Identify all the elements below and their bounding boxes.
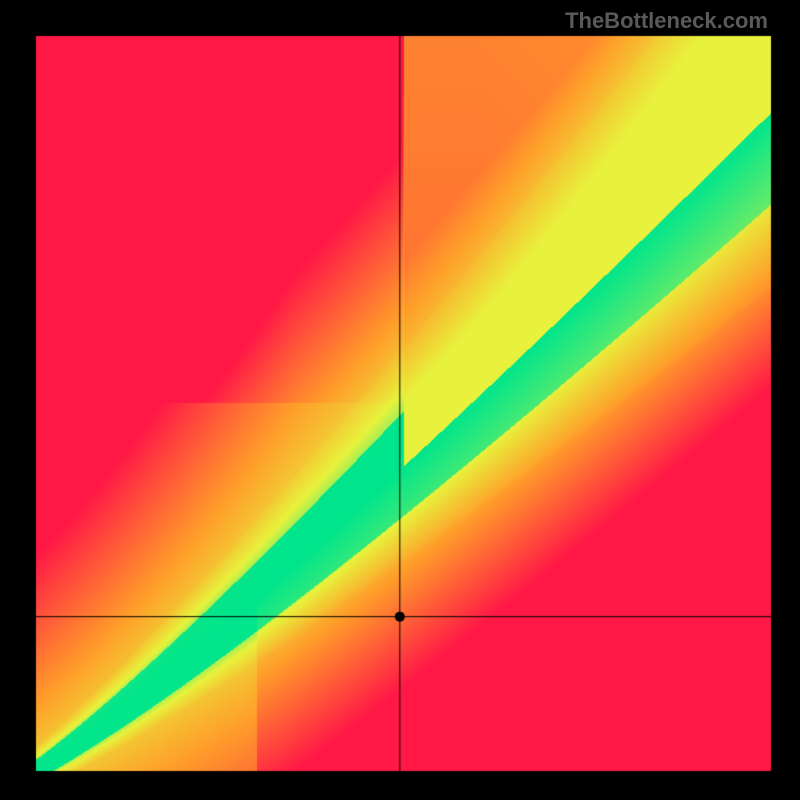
heatmap-canvas	[0, 0, 800, 800]
chart-container: TheBottleneck.com	[0, 0, 800, 800]
watermark-text: TheBottleneck.com	[565, 8, 768, 34]
